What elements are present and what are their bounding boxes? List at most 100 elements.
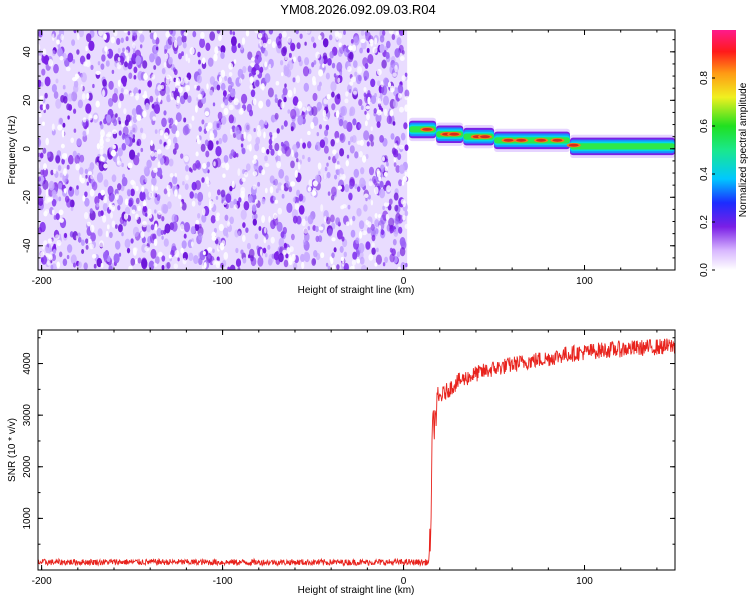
- noise-gap: [367, 96, 371, 104]
- noise-blob: [130, 188, 135, 197]
- noise-gap: [287, 36, 291, 43]
- noise-blob: [318, 235, 323, 243]
- noise-gap: [368, 253, 374, 261]
- noise-gap: [208, 191, 211, 198]
- noise-blob: [307, 141, 312, 149]
- noise-gap: [292, 56, 297, 63]
- noise-gap: [363, 86, 367, 92]
- noise-blob: [102, 79, 107, 87]
- noise-blob: [160, 229, 164, 236]
- noise-blob: [96, 257, 103, 268]
- noise-blob: [356, 207, 362, 217]
- noise-blob: [317, 84, 321, 92]
- noise-blob: [381, 59, 387, 69]
- noise-blob: [371, 247, 376, 255]
- noise-gap: [85, 59, 91, 68]
- noise-gap: [329, 256, 333, 262]
- noise-blob: [82, 130, 87, 137]
- noise-gap: [393, 157, 397, 163]
- noise-gap: [195, 219, 200, 225]
- noise-blob: [292, 96, 299, 106]
- noise-blob: [375, 228, 379, 235]
- noise-blob: [193, 254, 199, 265]
- y-tick-label: 40: [22, 46, 33, 58]
- noise-gap: [307, 186, 312, 192]
- noise-gap: [132, 42, 136, 49]
- noise-blob: [227, 266, 231, 270]
- noise-gap: [277, 150, 282, 156]
- noise-blob: [228, 95, 233, 103]
- noise-gap: [63, 188, 67, 194]
- noise-gap: [382, 156, 385, 162]
- noise-blob: [358, 243, 363, 251]
- noise-blob: [376, 121, 381, 128]
- noise-blob: [399, 247, 406, 257]
- noise-gap: [169, 173, 174, 178]
- noise-blob: [378, 105, 382, 111]
- noise-blob: [153, 192, 157, 197]
- noise-gap: [380, 81, 384, 88]
- noise-gap: [356, 258, 361, 264]
- noise-gap: [233, 98, 239, 106]
- noise-blob: [331, 91, 335, 98]
- noise-gap: [202, 162, 207, 170]
- noise-blob: [371, 234, 376, 242]
- noise-blob: [102, 202, 108, 212]
- noise-gap: [264, 187, 268, 194]
- noise-blob: [350, 39, 354, 44]
- noise-blob: [61, 158, 65, 165]
- noise-blob: [396, 37, 402, 46]
- noise-blob: [51, 189, 57, 198]
- noise-blob: [164, 49, 168, 55]
- noise-blob: [311, 36, 315, 43]
- noise-blob: [125, 36, 129, 42]
- noise-gap: [228, 71, 233, 77]
- noise-blob: [336, 160, 340, 166]
- noise-gap: [361, 155, 367, 163]
- noise-gap: [207, 180, 210, 187]
- noise-gap: [322, 63, 325, 68]
- noise-gap: [89, 224, 95, 233]
- noise-blob: [38, 187, 42, 196]
- noise-blob: [392, 121, 396, 126]
- noise-blob: [52, 50, 56, 57]
- noise-gap: [70, 137, 75, 144]
- noise-blob: [169, 117, 174, 126]
- noise-blob: [220, 45, 226, 54]
- noise-gap: [222, 173, 226, 178]
- noise-gap: [128, 265, 133, 270]
- noise-gap: [289, 254, 292, 262]
- noise-blob: [311, 106, 318, 117]
- noise-blob: [208, 254, 211, 259]
- snr-x-label: Height of straight line (km): [298, 585, 415, 596]
- noise-blob: [281, 193, 285, 199]
- noise-blob: [84, 168, 88, 175]
- noise-blob: [92, 83, 95, 89]
- noise-gap: [243, 131, 247, 140]
- noise-blob: [363, 204, 368, 212]
- noise-gap: [104, 46, 108, 52]
- noise-gap: [75, 163, 80, 171]
- noise-blob: [215, 157, 222, 168]
- noise-blob: [62, 84, 66, 90]
- noise-blob: [64, 195, 70, 203]
- noise-blob: [363, 130, 370, 141]
- noise-blob: [267, 244, 271, 250]
- noise-blob: [103, 179, 109, 188]
- noise-blob: [126, 247, 131, 254]
- noise-gap: [135, 258, 138, 265]
- noise-blob: [154, 129, 158, 134]
- y-tick-label: 0: [22, 146, 33, 152]
- noise-gap: [341, 257, 345, 264]
- noise-gap: [378, 213, 381, 219]
- noise-blob: [388, 198, 393, 205]
- noise-blob: [292, 197, 296, 203]
- noise-gap: [196, 135, 200, 143]
- noise-blob: [86, 53, 91, 60]
- noise-gap: [383, 202, 390, 208]
- noise-gap: [51, 209, 55, 215]
- noise-gap: [112, 144, 116, 150]
- noise-blob: [329, 51, 334, 59]
- noise-gap: [61, 129, 65, 138]
- noise-blob: [224, 98, 229, 106]
